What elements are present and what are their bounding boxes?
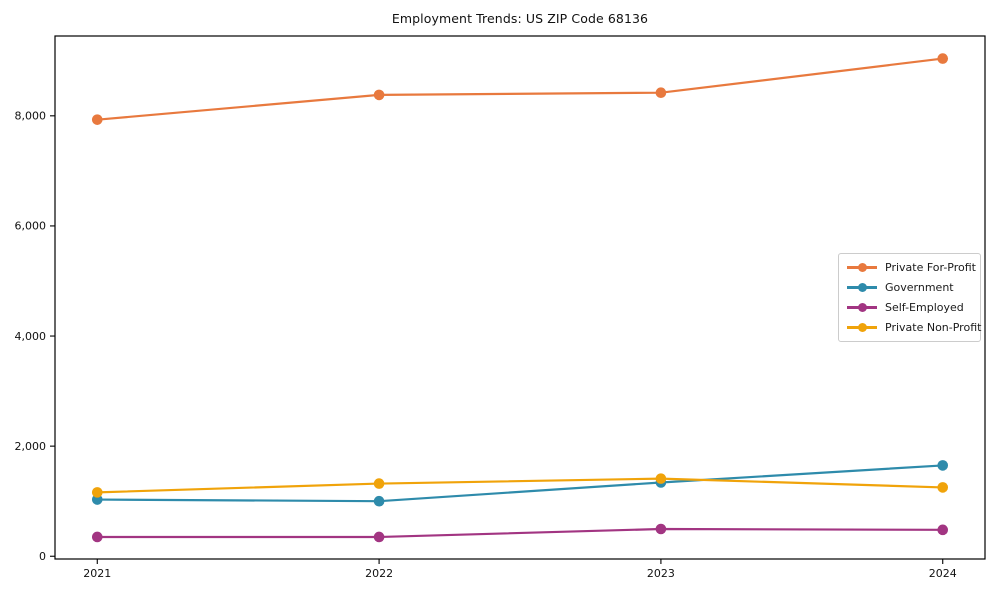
x-axis-tick-label: 2022 (365, 567, 393, 580)
legend-item-private-non-profit: Private Non-Profit (847, 321, 981, 334)
legend-item-private-for-profit: Private For-Profit (847, 261, 976, 274)
data-point-self-employed (937, 524, 949, 536)
data-point-government (373, 495, 385, 507)
data-point-government (937, 460, 949, 471)
legend-item-government: Government (847, 281, 972, 294)
y-axis-tick-label: 4,000 (15, 330, 47, 343)
y-axis-tick-label: 6,000 (15, 220, 47, 233)
legend-dot-sample (857, 303, 867, 312)
series-line-private-for-profit (96, 57, 944, 121)
data-point-self-employed (91, 531, 103, 543)
y-axis-tick-label: 0 (39, 550, 46, 563)
legend-marker-icon (847, 262, 877, 273)
series-line-private-non-profit (96, 477, 944, 494)
legend-dot-sample (857, 323, 867, 332)
series-line-self-employed (96, 527, 944, 539)
data-point-private-non-profit (91, 487, 103, 498)
legend-marker-icon (847, 322, 877, 333)
data-point-private-for-profit (655, 87, 667, 99)
legend-label: Private Non-Profit (885, 321, 982, 334)
data-point-private-non-profit (937, 482, 949, 493)
legend: Private For-Profit Government Self-Employe… (838, 253, 981, 342)
data-point-private-non-profit (373, 478, 385, 489)
legend-label: Government (885, 281, 954, 294)
legend-item-self-employed: Self-Employed (847, 301, 972, 314)
data-point-private-for-profit (373, 89, 385, 101)
data-point-self-employed (655, 523, 667, 535)
legend-marker-icon (847, 302, 877, 313)
y-axis-tick-label: 8,000 (15, 110, 47, 123)
data-point-private-non-profit (655, 473, 667, 484)
y-axis-tick-label: 2,000 (15, 440, 47, 453)
x-axis-tick-label: 2023 (647, 567, 675, 580)
x-axis-tick-label: 2021 (83, 567, 111, 580)
data-point-private-for-profit (91, 114, 103, 125)
legend-label: Private For-Profit (885, 261, 976, 274)
x-axis-tick-label: 2024 (929, 567, 957, 580)
legend-dot-sample (857, 283, 867, 292)
legend-label: Self-Employed (885, 301, 964, 314)
chart-title: Employment Trends: US ZIP Code 68136 (391, 11, 649, 26)
legend-dot-sample (857, 263, 867, 272)
data-point-self-employed (373, 531, 385, 543)
legend-marker-icon (847, 282, 877, 293)
data-point-private-for-profit (937, 53, 949, 64)
series-line-government (96, 464, 944, 503)
